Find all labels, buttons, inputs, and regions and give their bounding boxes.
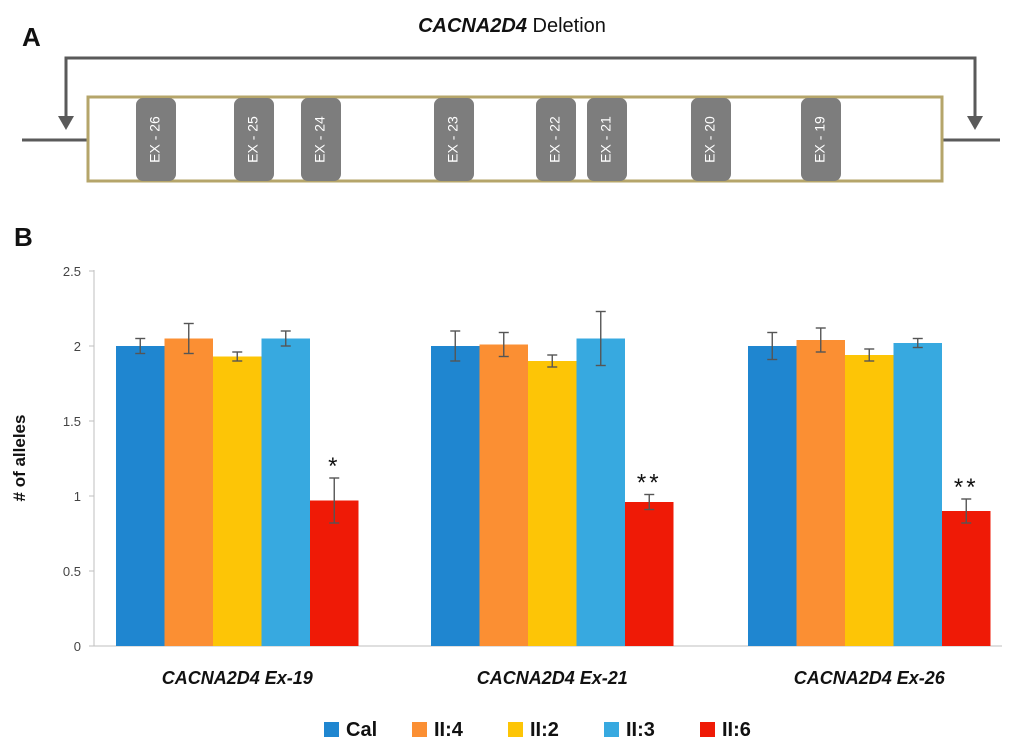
exon-box-ex25 bbox=[234, 98, 274, 181]
significance-labels: *** ** bbox=[328, 453, 979, 501]
legend-label-ii4: II:4 bbox=[434, 719, 464, 741]
bars bbox=[116, 338, 991, 646]
deleted-region-box bbox=[86, 95, 944, 183]
legend-label-cal: Cal bbox=[346, 719, 377, 741]
error-bar bbox=[329, 477, 340, 524]
exon-label-ex23: EX - 23 bbox=[445, 116, 461, 163]
y-tick-label: 1.5 bbox=[63, 414, 81, 429]
exon-label-ex26: EX - 26 bbox=[147, 116, 163, 163]
category-label: CACNA2D4 Ex-26 bbox=[794, 668, 946, 688]
error-bar bbox=[864, 348, 875, 362]
bar-ii6-cat2 bbox=[625, 502, 674, 646]
significance-marker: ** bbox=[637, 470, 662, 497]
error-bar bbox=[767, 331, 778, 361]
legend-label-ii3: II:3 bbox=[626, 719, 655, 741]
error-bar bbox=[232, 351, 243, 362]
legend-swatch-ii3 bbox=[604, 722, 619, 737]
y-tick-label: 1 bbox=[74, 489, 81, 504]
diagram-title: CACNA2D4 Deletion bbox=[418, 15, 606, 37]
bar-ii2-cat1 bbox=[213, 356, 262, 646]
exon-label-ex19: EX - 19 bbox=[812, 116, 828, 163]
bar-cal-cat1 bbox=[116, 346, 165, 646]
category-labels: CACNA2D4 Ex-19 CACNA2D4 Ex-21 CACNA2D4 Ex-… bbox=[162, 668, 946, 688]
y-tick-label: 0.5 bbox=[63, 564, 81, 579]
bar-cal-cat2 bbox=[431, 346, 480, 646]
exon-box-ex22 bbox=[536, 98, 576, 181]
diagram-title-rest: Deletion bbox=[527, 15, 606, 37]
exon-label-ex22: EX - 22 bbox=[547, 116, 563, 163]
arrow-right-icon bbox=[967, 116, 983, 130]
bar-ii3-cat1 bbox=[261, 338, 310, 646]
error-bar bbox=[450, 330, 461, 362]
error-bar bbox=[961, 498, 972, 524]
y-tick-label: 0 bbox=[74, 639, 81, 654]
significance-marker: ** bbox=[954, 474, 979, 501]
bar-ii3-cat3 bbox=[893, 343, 942, 646]
error-bar bbox=[498, 331, 509, 358]
y-tick-label: 2 bbox=[74, 339, 81, 354]
legend-swatch-ii4 bbox=[412, 722, 427, 737]
error-bar bbox=[280, 330, 291, 347]
error-bar bbox=[135, 337, 146, 355]
bar-ii4-cat3 bbox=[796, 340, 845, 646]
bar-ii6-cat1 bbox=[310, 500, 359, 646]
bar-ii6-cat3 bbox=[942, 511, 991, 646]
bar-cal-cat3 bbox=[748, 346, 797, 646]
panel-b-letter: B bbox=[14, 222, 33, 252]
bar-ii4-cat2 bbox=[479, 344, 528, 646]
diagram-title-gene: CACNA2D4 bbox=[418, 15, 527, 37]
y-axis-label: # of alleles bbox=[10, 415, 29, 502]
y-tick-label: 2.5 bbox=[63, 264, 81, 279]
exon-box-ex24 bbox=[301, 98, 341, 181]
error-bar bbox=[912, 337, 923, 349]
category-label: CACNA2D4 Ex-19 bbox=[162, 668, 313, 688]
legend-label-ii6: II:6 bbox=[722, 719, 751, 741]
exon-label-ex24: EX - 24 bbox=[312, 116, 328, 163]
error-bar bbox=[595, 310, 606, 367]
exon-box-ex23 bbox=[434, 98, 474, 181]
exon-box-ex19 bbox=[801, 98, 841, 181]
deletion-diagram: A CACNA2D4 Deletion EX - 26 EX - 25 EX - 2… bbox=[22, 15, 1000, 183]
error-bar bbox=[644, 493, 655, 511]
legend-label-ii2: II:2 bbox=[530, 719, 559, 741]
legend-swatch-ii6 bbox=[700, 722, 715, 737]
exon-label-ex20: EX - 20 bbox=[702, 116, 718, 163]
exon-label-ex25: EX - 25 bbox=[245, 116, 261, 163]
bar-chart: B # of alleles 00.511.522.5 *** ** CACNA2… bbox=[10, 222, 1002, 741]
bar-ii2-cat3 bbox=[845, 355, 894, 646]
bar-ii3-cat2 bbox=[576, 338, 625, 646]
deletion-bracket bbox=[64, 56, 977, 120]
error-bars bbox=[135, 310, 972, 524]
category-label: CACNA2D4 Ex-21 bbox=[477, 668, 628, 688]
bar-ii2-cat2 bbox=[528, 361, 577, 646]
exon-group: EX - 26 EX - 25 EX - 24 EX - 23 EX - 22 EX - … bbox=[136, 98, 841, 181]
legend-swatch-ii2 bbox=[508, 722, 523, 737]
exon-label-ex21: EX - 21 bbox=[598, 116, 614, 163]
y-ticks: 0 0.5 1 1.5 2 2.5 bbox=[63, 264, 94, 654]
error-bar bbox=[183, 322, 194, 355]
legend: Cal II:4 II:2 II:3 II:6 bbox=[324, 719, 751, 741]
significance-marker: * bbox=[328, 453, 340, 480]
arrow-left-icon bbox=[58, 116, 74, 130]
error-bar bbox=[815, 327, 826, 353]
exon-box-ex26 bbox=[136, 98, 176, 181]
bar-ii4-cat1 bbox=[164, 338, 213, 646]
exon-box-ex21 bbox=[587, 98, 627, 181]
panel-a-letter: A bbox=[22, 22, 41, 52]
exon-box-ex20 bbox=[691, 98, 731, 181]
error-bar bbox=[547, 354, 558, 368]
legend-swatch-cal bbox=[324, 722, 339, 737]
